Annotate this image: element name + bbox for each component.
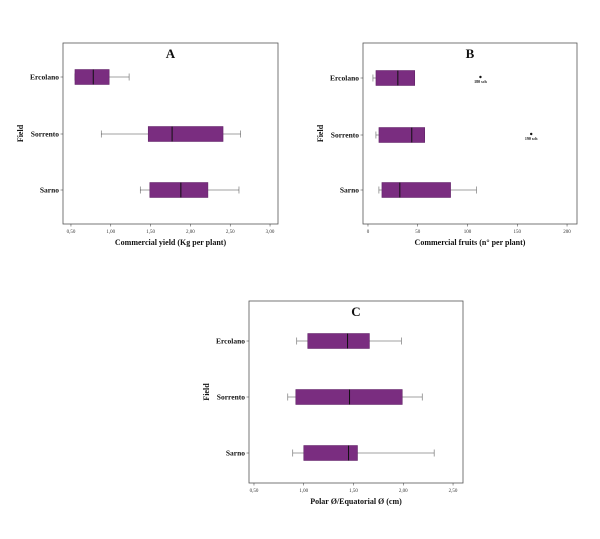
box-ercolano bbox=[296, 333, 402, 349]
category-label: Sorrento bbox=[331, 131, 359, 140]
x-tick-label: 2,50 bbox=[449, 489, 458, 494]
panel-title: C bbox=[351, 304, 360, 319]
iqr-box bbox=[381, 182, 451, 198]
iqr-box bbox=[307, 333, 370, 349]
outlier-label: 180 sch bbox=[474, 79, 487, 84]
x-tick-label: 2,00 bbox=[399, 489, 408, 494]
panel-A: A 0,50 1,00 1,50 2,00 2,50 3,00 Commercial yiel… bbox=[16, 42, 279, 247]
iqr-box bbox=[375, 70, 416, 86]
box-sarno bbox=[139, 182, 240, 198]
panel-title: A bbox=[166, 46, 176, 61]
x-tick-label: 1,00 bbox=[106, 230, 115, 235]
y-axis-label: Field bbox=[316, 124, 325, 142]
x-axis-label: Commercial fruits (n° per plant) bbox=[415, 238, 526, 247]
box-ercolano bbox=[372, 70, 416, 86]
category-label: Ercolano bbox=[216, 337, 245, 346]
x-tick-label: 0,50 bbox=[250, 489, 259, 494]
x-tick-label: 1,50 bbox=[349, 489, 358, 494]
box-sorrento bbox=[375, 127, 425, 143]
box-sarno bbox=[378, 182, 477, 198]
category-label: Sarno bbox=[226, 449, 245, 458]
x-axis-label: Commercial yield (Kg per plant) bbox=[115, 238, 227, 247]
box-sarno bbox=[292, 445, 435, 461]
x-tick-label: 1,50 bbox=[146, 230, 155, 235]
x-tick-label: 1,00 bbox=[299, 489, 308, 494]
x-tick-label: 2,50 bbox=[226, 230, 235, 235]
iqr-box bbox=[303, 445, 358, 461]
category-label: Ercolano bbox=[330, 74, 359, 83]
box-sorrento bbox=[100, 126, 241, 142]
category-label: Ercolano bbox=[30, 73, 59, 82]
x-tick-label: 100 bbox=[464, 230, 472, 235]
x-tick-label: 3,00 bbox=[266, 230, 275, 235]
category-label: Sorrento bbox=[31, 130, 59, 139]
iqr-box bbox=[378, 127, 425, 143]
x-tick-label: 150 bbox=[514, 230, 522, 235]
x-tick-label: 0,50 bbox=[67, 230, 76, 235]
outlier-label: 190 sch bbox=[525, 136, 538, 141]
category-label: Sarno bbox=[340, 186, 359, 195]
iqr-box bbox=[74, 69, 110, 85]
category-label: Sorrento bbox=[217, 393, 245, 402]
x-tick-label: 200 bbox=[563, 230, 571, 235]
panel-title: B bbox=[466, 46, 475, 61]
iqr-box bbox=[149, 182, 209, 198]
x-tick-label: 2,00 bbox=[186, 230, 195, 235]
box-ercolano bbox=[74, 69, 130, 85]
x-tick-label: 50 bbox=[415, 230, 421, 235]
panel-B: B 0 50 100 150 200 Commercial fruits (n° per p… bbox=[316, 42, 578, 247]
panel-C: C 0,50 1,00 1,50 2,00 2,50 Polar Ø/Equatorial … bbox=[202, 300, 464, 506]
outlier-point bbox=[530, 132, 533, 136]
outlier-point bbox=[479, 75, 482, 79]
y-axis-label: Field bbox=[202, 383, 211, 401]
box-sorrento bbox=[287, 389, 423, 405]
category-label: Sarno bbox=[40, 186, 59, 195]
x-axis-label: Polar Ø/Equatorial Ø (cm) bbox=[310, 497, 402, 506]
x-tick-label: 0 bbox=[367, 230, 370, 235]
y-axis-label: Field bbox=[16, 124, 25, 142]
iqr-box bbox=[147, 126, 224, 142]
